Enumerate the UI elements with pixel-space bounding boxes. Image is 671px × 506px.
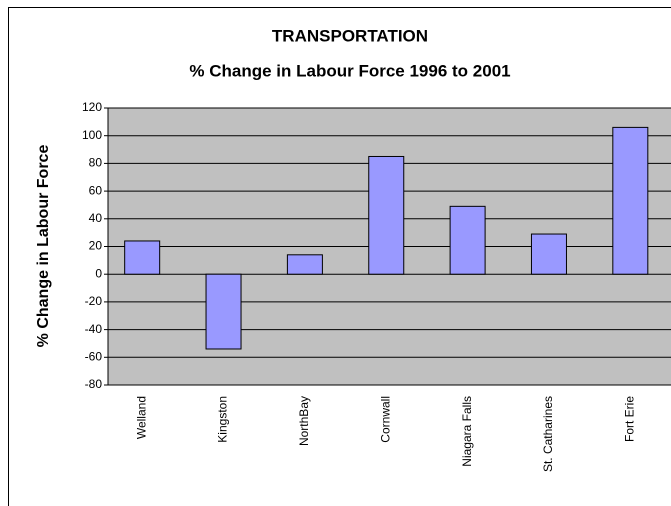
- bar: [612, 126, 649, 275]
- y-tick-label: 100: [82, 128, 102, 142]
- chart-title: TRANSPORTATION: [272, 26, 428, 45]
- y-tick-label: -60: [85, 349, 103, 363]
- y-tick-label: -80: [85, 377, 103, 391]
- y-tick-label: -40: [85, 322, 103, 336]
- y-tick-label: 120: [82, 100, 102, 114]
- x-tick-label: NorthBay: [297, 396, 311, 446]
- chart-subtitle: % Change in Labour Force 1996 to 2001: [189, 61, 510, 80]
- y-tick-label: 80: [89, 156, 103, 170]
- bar: [205, 273, 242, 350]
- bar: [368, 155, 405, 275]
- y-tick-label: 20: [89, 239, 103, 253]
- x-tick-label: Kingston: [216, 396, 230, 443]
- x-tick-label: Fort Erie: [622, 396, 636, 442]
- x-tick-label: Cornwall: [378, 396, 392, 443]
- y-tick-label: -20: [85, 294, 103, 308]
- bar: [530, 233, 567, 275]
- x-tick-label: Niagara Falls: [460, 396, 474, 467]
- bar: [449, 205, 486, 275]
- y-tick-label: 40: [89, 211, 103, 225]
- y-axis-label: % Change in Labour Force: [35, 145, 52, 348]
- bar: [124, 240, 161, 275]
- x-tick-label: Welland: [134, 396, 148, 439]
- bar: [286, 254, 323, 275]
- x-tick-label: St. Catharines: [541, 396, 555, 472]
- y-tick-label: 0: [95, 266, 102, 280]
- y-tick-label: 60: [89, 183, 103, 197]
